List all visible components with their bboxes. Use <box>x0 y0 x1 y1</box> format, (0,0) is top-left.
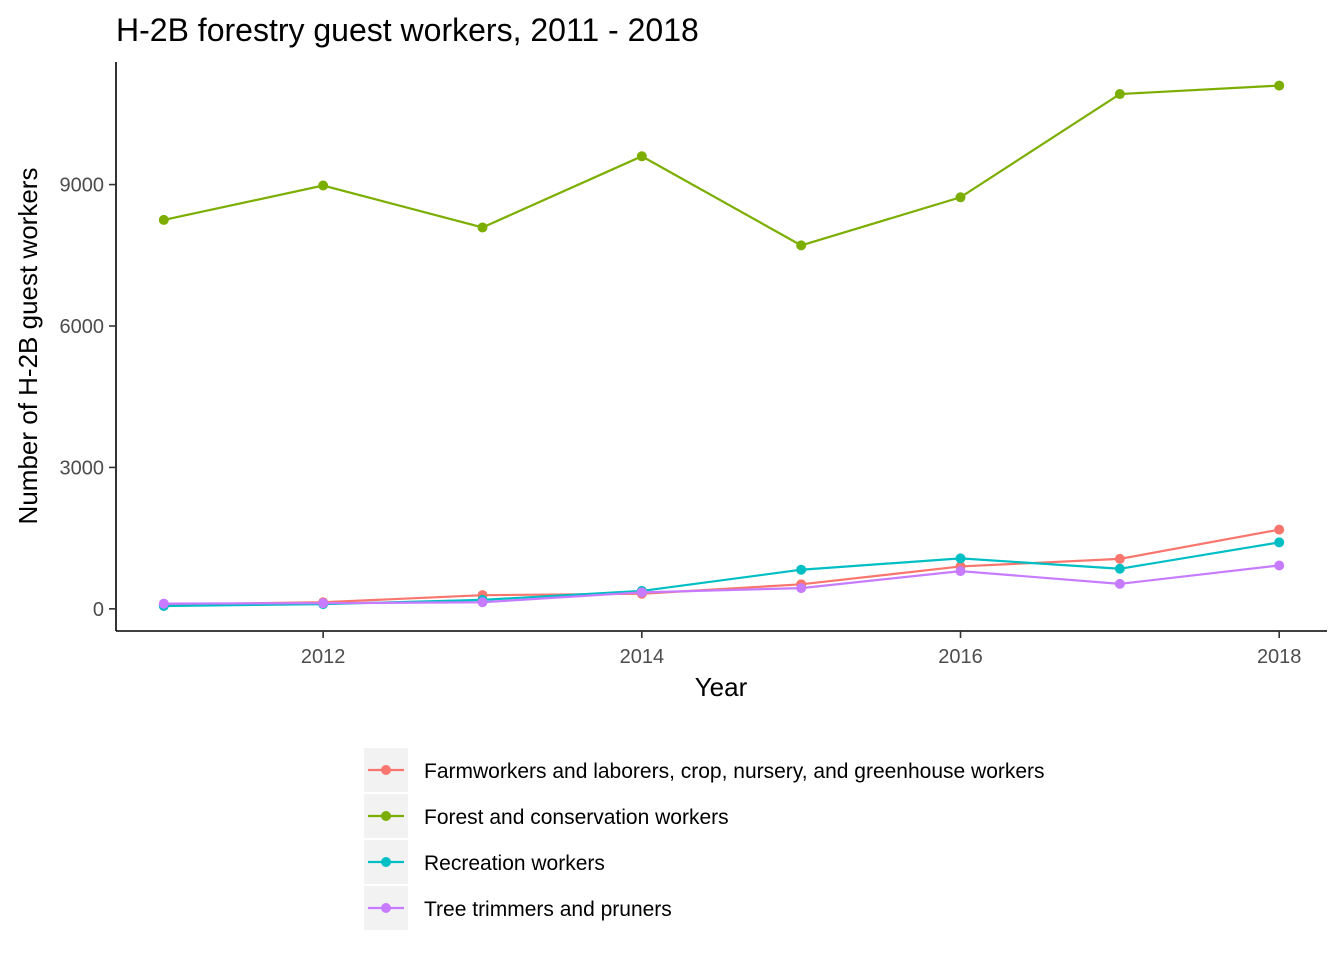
data-point <box>796 240 807 251</box>
series-2 <box>158 537 1285 612</box>
legend-label: Forest and conservation workers <box>424 806 729 829</box>
data-point <box>796 564 807 575</box>
series-line <box>163 84 1280 247</box>
series-line <box>163 564 1280 605</box>
y-tick-label: 6000 <box>60 316 105 338</box>
legend-key-point <box>381 903 391 913</box>
data-point <box>1114 553 1125 564</box>
x-tick-label: 2016 <box>938 646 983 668</box>
data-point <box>1114 578 1125 589</box>
legend-item: Recreation workers <box>364 840 605 884</box>
series-line <box>163 541 1280 608</box>
series-line <box>163 528 1280 606</box>
legend-item: Farmworkers and laborers, crop, nursery,… <box>364 748 1045 792</box>
x-tick-label: 2012 <box>301 646 346 668</box>
data-point <box>1274 560 1285 571</box>
series-layer <box>158 80 1285 612</box>
y-axis-title: Number of H-2B guest workers <box>13 168 43 525</box>
y-axis-ticks: 0 3000 6000 9000 <box>60 175 116 621</box>
legend-item: Tree trimmers and pruners <box>364 886 672 930</box>
legend-label: Farmworkers and laborers, crop, nursery,… <box>424 760 1045 783</box>
x-tick-label: 2018 <box>1257 646 1302 668</box>
x-axis-title: Year <box>695 672 748 702</box>
legend-label: Recreation workers <box>424 852 605 875</box>
data-point <box>1274 537 1285 548</box>
series-1 <box>158 80 1285 251</box>
legend-item: Forest and conservation workers <box>364 794 729 838</box>
legend-key-point <box>381 765 391 775</box>
data-point <box>955 192 966 203</box>
data-point <box>955 566 966 577</box>
chart-title: H-2B forestry guest workers, 2011 - 2018 <box>116 12 699 48</box>
data-point <box>318 598 329 609</box>
x-axis-ticks: 2012 2014 2016 2018 <box>301 631 1302 668</box>
data-point <box>636 587 647 598</box>
data-point <box>955 553 966 564</box>
legend-label: Tree trimmers and pruners <box>424 898 672 921</box>
legend-key-point <box>381 857 391 867</box>
series-3 <box>158 560 1285 609</box>
data-point <box>158 598 169 609</box>
data-point <box>1114 89 1125 100</box>
y-tick-label: 3000 <box>60 457 105 479</box>
y-tick-label: 0 <box>93 599 104 621</box>
y-tick-label: 9000 <box>60 175 105 197</box>
data-point <box>318 180 329 191</box>
data-point <box>1114 563 1125 574</box>
data-point <box>477 597 488 608</box>
data-point <box>796 583 807 594</box>
legend: Farmworkers and laborers, crop, nursery,… <box>364 748 1045 930</box>
data-point <box>1274 80 1285 91</box>
x-tick-label: 2014 <box>620 646 665 668</box>
data-point <box>477 222 488 233</box>
data-point <box>636 151 647 162</box>
data-point <box>1274 524 1285 535</box>
legend-key-point <box>381 811 391 821</box>
data-point <box>158 214 169 225</box>
